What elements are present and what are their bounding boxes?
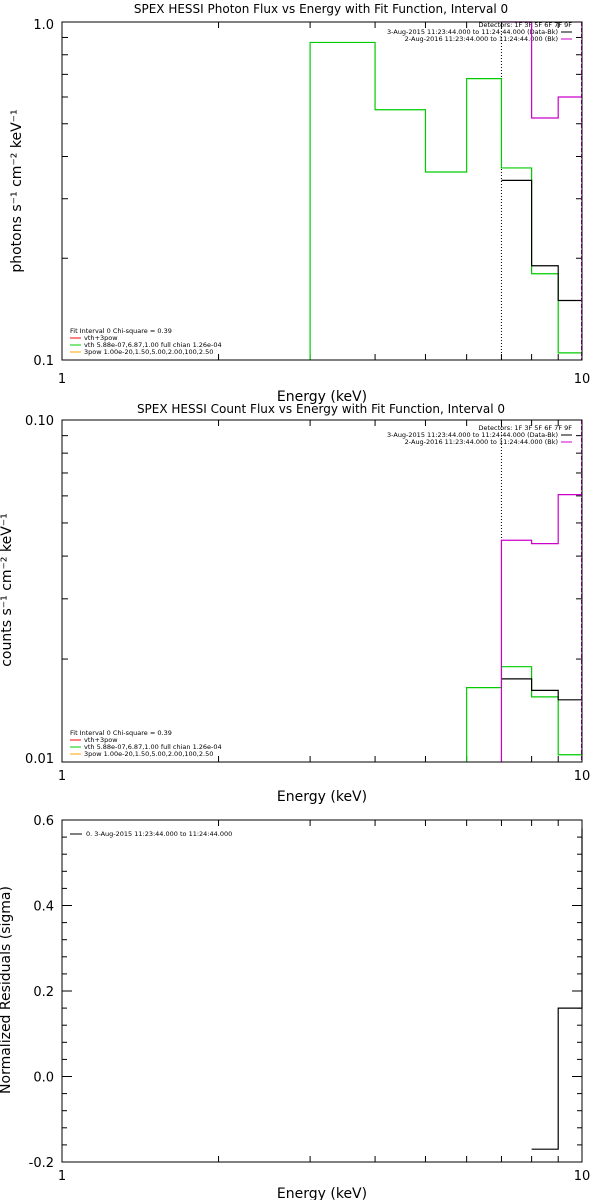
count-legend-header: Fit Interval 0 Chi-square = 0.39 [70,729,172,737]
photon-legend-entry-0: vth+3pow [84,334,118,342]
photon-time-line-1: 2-Aug-2016 11:23:44.000 to 11:24:44.000 … [405,35,558,43]
residual-y-tick-label: 0.0 [33,1071,54,1086]
photon-detectors-text: Detectors: 1F 3F 5F 6F 7F 9F [478,21,572,29]
photon-legend-entry-1: vth 5.88e-07,6.87,1.00 full chian 1.26e-… [84,341,222,349]
residual-plot-frame [61,819,583,1163]
residual-y-axis-label: Normalized Residuals (sigma) [0,886,14,1094]
count-chart-title: SPEX HESSI Count Flux vs Energy with Fit… [137,402,505,416]
count-data-series [501,678,582,701]
residual-y-tick-label: 0.4 [33,900,54,915]
residual-x-tick-label: 10 [574,1169,591,1184]
photon-chart-title: SPEX HESSI Photon Flux vs Energy with Fi… [134,2,508,16]
count-legend-entry-2: 3pow 1.00e-20,1.50,5.00,2.00,100,2.50 [84,750,213,758]
residual-y-tick-label: 0.2 [33,985,54,1000]
count-x-axis-label: Energy (keV) [277,789,367,805]
count-legend-entry-1: vth 5.88e-07,6.87,1.00 full chian 1.26e-… [84,743,222,751]
photon-x-axis-label: Energy (keV) [277,389,367,405]
photon-time-line-0: 3-Aug-2015 11:23:44.000 to 11:24:44.000 … [387,28,558,36]
photon-y-tick-label: 1.0 [33,18,54,33]
photon-plot-frame [61,21,583,361]
count-y-tick-label: 0.10 [25,414,54,429]
residual-x-tick-label: 1 [58,1169,66,1184]
residual-legend-entry-0: 0. 3-Aug-2015 11:23:44.000 to 11:24:44.0… [86,830,232,838]
photon-fit-series [309,41,582,360]
count-fit-series [466,666,582,762]
count-y-tick-label: 0.01 [25,752,54,767]
residual-x-axis-label: Energy (keV) [277,1186,367,1200]
count-plot-frame [61,419,583,763]
photon-y-axis-label: photons s⁻¹ cm⁻² keV⁻¹ [9,109,25,272]
photon-legend-entry-2: 3pow 1.00e-20,1.50,5.00,2.00,100,2.50 [84,348,213,356]
residuals-panel: 1 10 Energy (keV) Normalized Residuals (… [0,814,590,1200]
photon-y-tick-label: 0.1 [33,354,54,369]
count-x-tick-label: 1 [58,769,66,784]
count-flux-panel: SPEX HESSI Count Flux vs Energy with Fit… [0,402,590,805]
count-legend-entry-0: vth+3pow [84,736,118,744]
residual-y-tick-label: -0.2 [29,1156,54,1171]
count-time-line-1: 2-Aug-2016 11:23:44.000 to 11:24:44.000 … [405,438,558,446]
count-detectors-text: Detectors: 1F 3F 5F 6F 7F 9F [478,424,572,432]
photon-x-tick-label: 10 [574,372,591,387]
residual-y-ticks: -0.2 0.0 0.2 0.4 0.6 [29,814,582,1171]
count-x-tick-label: 10 [574,769,591,784]
photon-legend-header: Fit Interval 0 Chi-square = 0.39 [70,327,172,335]
count-time-line-0: 3-Aug-2015 11:23:44.000 to 11:24:44.000 … [387,431,558,439]
count-background-series [500,494,582,762]
residual-y-tick-label: 0.6 [33,814,54,829]
photon-flux-panel: SPEX HESSI Photon Flux vs Energy with Fi… [9,2,590,405]
photon-data-series [501,179,582,302]
photon-x-tick-label: 1 [58,372,66,387]
count-y-axis-label: counts s⁻¹ cm⁻² keV⁻¹ [0,513,15,667]
